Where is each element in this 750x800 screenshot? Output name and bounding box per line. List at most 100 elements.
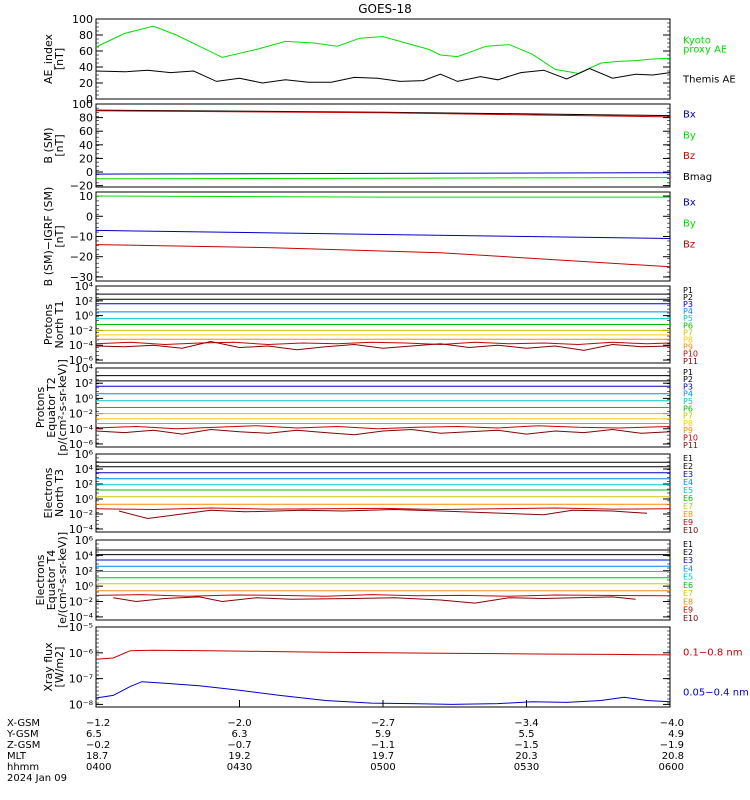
y-tick-label: 100 <box>72 98 93 111</box>
y-axis-label: [nT] <box>53 225 66 247</box>
legend-label: P8 <box>683 419 693 428</box>
legend-label: Bmag <box>683 172 712 183</box>
y-axis-label: Protons <box>34 387 47 428</box>
y-tick-label: 0 <box>86 166 93 179</box>
y-tick-label: 10⁻⁵ <box>69 621 93 634</box>
y-tick-label: 80 <box>79 112 93 125</box>
legend-label: E7 <box>683 589 693 598</box>
legend-label: P4 <box>683 390 693 399</box>
y-tick-label: 10⁻⁸ <box>69 698 94 711</box>
legend-label: E3 <box>683 556 693 565</box>
legend-label: P1 <box>683 368 693 377</box>
axis-row-value: −1.2 <box>86 718 110 729</box>
series-0-1-0-8-nm <box>95 649 671 660</box>
legend-label: E1 <box>683 540 693 549</box>
y-tick-label: 10² <box>75 478 93 491</box>
y-tick-label: 10⁻⁶ <box>69 354 94 367</box>
axis-row-value: −4.0 <box>660 718 684 729</box>
axis-row-value: 18.7 <box>86 751 108 762</box>
legend-label: P3 <box>683 300 693 309</box>
legend-label: P9 <box>683 343 693 352</box>
legend-label: Bz <box>683 240 695 251</box>
legend-label: P6 <box>683 321 693 330</box>
legend-label: 0.1−0.8 nm <box>683 648 742 659</box>
y-tick-label: 0 <box>86 210 93 223</box>
y-tick-label: 10⁴ <box>75 362 94 375</box>
y-tick-label: 10⁰ <box>75 310 94 323</box>
legend-label: E5 <box>683 486 693 495</box>
series-themis-ae <box>95 68 671 84</box>
y-tick-label: 10⁻² <box>69 324 93 337</box>
y-tick-label: 10⁴ <box>75 463 94 476</box>
y-tick-label: −20 <box>70 180 93 193</box>
axis-row-label: X-GSM <box>7 718 40 729</box>
legend-label: 0.05−0.4 nm <box>683 688 749 699</box>
axis-row-value: 6.5 <box>86 729 102 740</box>
legend-label: E5 <box>683 573 693 582</box>
y-axis-label: North T3 <box>53 469 66 517</box>
axis-row-value: 5.9 <box>375 729 391 740</box>
legend-label: Kyoto <box>683 36 711 47</box>
y-axis-label: Electrons <box>34 554 47 605</box>
series-by <box>95 195 670 198</box>
axis-row-value: −1.5 <box>514 740 538 751</box>
panel-xray: 10⁻⁵ 10⁻⁶ 10⁻⁷ 10⁻⁸ Xray flux[W/m2] 0.1−0.8 n… <box>42 621 749 711</box>
y-axis-label: B (SM)−IGRF (SM) <box>42 187 55 287</box>
y-tick-label: 10⁴ <box>75 549 94 562</box>
axis-row-label: hhmm <box>7 762 39 773</box>
y-tick-label: 60 <box>79 125 93 138</box>
series-e10 <box>118 508 648 520</box>
axis-row-label: Z-GSM <box>7 740 40 751</box>
legend-label: By <box>683 130 696 141</box>
plot-title: GOES-18 <box>358 2 412 16</box>
panel-frame <box>95 18 671 100</box>
panel-frame <box>95 539 671 621</box>
date-label: 2024 Jan 09 <box>7 773 67 784</box>
y-tick-label: 40 <box>79 61 93 74</box>
axis-row-value: 4.9 <box>668 729 684 740</box>
series-e10 <box>113 596 636 604</box>
series-bx <box>95 229 671 239</box>
legend-label: Bz <box>683 151 695 162</box>
y-axis-label: Xray flux <box>42 642 55 692</box>
y-tick-label: 10⁰ <box>75 493 94 506</box>
y-tick-label: 100 <box>72 13 93 26</box>
y-axis-label: [nT] <box>53 48 66 70</box>
series-e9 <box>95 507 671 511</box>
legend-label: E9 <box>683 606 693 615</box>
y-tick-label: 10⁻⁶ <box>69 438 94 451</box>
legend-label: E1 <box>683 454 693 463</box>
legend-label: Themis AE <box>682 75 736 86</box>
legend-label: E9 <box>683 518 693 527</box>
y-tick-label: 10⁻⁴ <box>69 423 94 436</box>
y-axis-label: AE_index <box>42 33 55 84</box>
legend-label: P3 <box>683 382 693 391</box>
y-axis-label: Electrons <box>42 467 55 518</box>
legend-label: P11 <box>683 441 698 450</box>
y-tick-label: 10⁻² <box>69 408 93 421</box>
y-axis-label: [e/(cm²-s-sr-keV)] <box>56 532 69 628</box>
x-axis: X-GSM −1.2 −2.0 −2.7 −3.4 −4.0 Y-GSM 6.5 6.3 5.9 5… <box>6 700 684 784</box>
legend-label: Bx <box>683 110 696 121</box>
y-tick-label: 80 <box>79 29 93 42</box>
y-tick-label: 10⁴ <box>75 280 94 293</box>
legend-label: P10 <box>683 350 698 359</box>
y-tick-label: 10² <box>75 377 93 390</box>
series-p10 <box>95 341 671 346</box>
legend-label: E2 <box>683 462 693 471</box>
y-axis-label: [W/m2] <box>53 647 66 688</box>
y-axis-label: Equator T4 <box>45 550 58 610</box>
axis-row-value: 19.7 <box>372 751 394 762</box>
axis-row-value: 6.3 <box>232 729 248 740</box>
axis-row-value: 0530 <box>514 762 539 773</box>
legend-label: E6 <box>683 494 693 503</box>
y-axis-label: B (SM) <box>42 127 55 163</box>
axis-row-value: 0500 <box>370 762 395 773</box>
series-p10 <box>95 425 671 430</box>
legend-label: P7 <box>683 412 693 421</box>
y-tick-label: 10⁻⁴ <box>69 523 94 536</box>
